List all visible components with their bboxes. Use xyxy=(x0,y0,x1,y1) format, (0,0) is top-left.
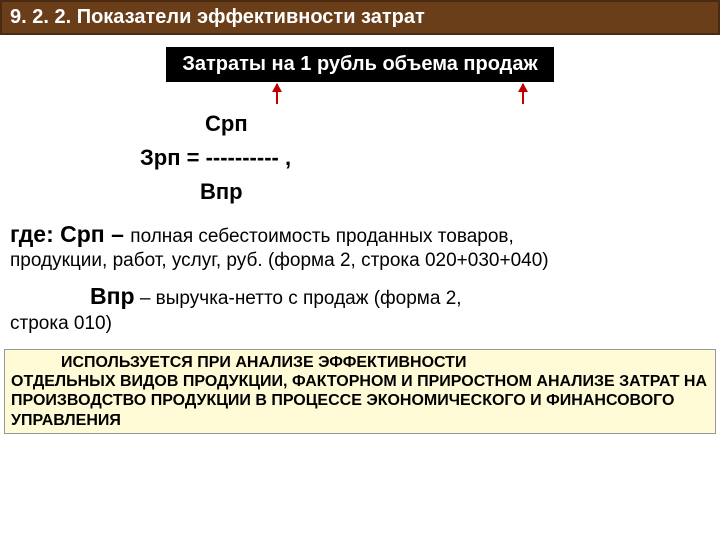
arrow-up-icon xyxy=(276,84,278,104)
footer-note: ИСПОЛЬЗУЕТСЯ ПРИ АНАЛИЗЕ ЭФФЕКТИВНОСТИ О… xyxy=(4,349,716,434)
def1-lead: где: Срп – xyxy=(10,221,130,247)
definition-vpr: Впр – выручка-нетто с продаж (форма 2, с… xyxy=(10,282,710,337)
section-header: 9. 2. 2. Показатели эффективности затрат xyxy=(0,0,720,35)
def2-cont: строка 010) xyxy=(10,313,112,334)
subtitle-row: Затраты на 1 рубль объема продаж xyxy=(0,35,720,88)
formula-mid: Зрп = ---------- , xyxy=(10,142,710,174)
definitions: где: Срп – полная себестоимость проданны… xyxy=(0,214,720,349)
def1-tail: полная себестоимость проданных товаров, xyxy=(130,226,514,247)
def2-lead: Впр xyxy=(90,283,135,309)
footer-line1: ИСПОЛЬЗУЕТСЯ ПРИ АНАЛИЗЕ ЭФФЕКТИВНОСТИ xyxy=(11,353,709,372)
footer-line2: ОТДЕЛЬНЫХ ВИДОВ ПРОДУКЦИИ, ФАКТОРНОМ И П… xyxy=(11,373,707,428)
section-header-text: 9. 2. 2. Показатели эффективности затрат xyxy=(10,6,425,28)
def2-tail: – выручка-нетто с продаж (форма 2, xyxy=(135,288,462,309)
formula-denominator: Впр xyxy=(10,176,710,208)
subtitle-text: Затраты на 1 рубль объема продаж xyxy=(182,53,537,75)
definition-srp: где: Срп – полная себестоимость проданны… xyxy=(10,220,710,273)
formula-block: Срп Зрп = ---------- , Впр xyxy=(0,88,720,214)
subtitle-box: Затраты на 1 рубль объема продаж xyxy=(166,47,553,82)
arrow-up-icon xyxy=(522,84,524,104)
def1-cont: продукции, работ, услуг, руб. (форма 2, … xyxy=(10,249,710,273)
formula-numerator: Срп xyxy=(10,108,710,140)
